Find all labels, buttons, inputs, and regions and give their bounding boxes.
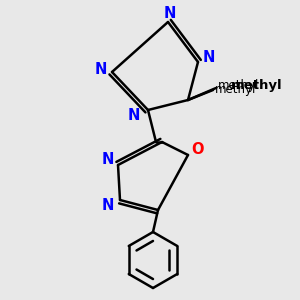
Text: N: N bbox=[102, 197, 114, 212]
Text: N: N bbox=[203, 50, 215, 64]
Text: methyl: methyl bbox=[231, 79, 283, 92]
Text: methyl: methyl bbox=[215, 82, 256, 95]
Text: N: N bbox=[95, 61, 107, 76]
Text: N: N bbox=[164, 7, 176, 22]
Text: methyl: methyl bbox=[218, 80, 260, 92]
Text: O: O bbox=[192, 142, 204, 158]
Text: N: N bbox=[128, 107, 140, 122]
Text: N: N bbox=[102, 152, 114, 167]
